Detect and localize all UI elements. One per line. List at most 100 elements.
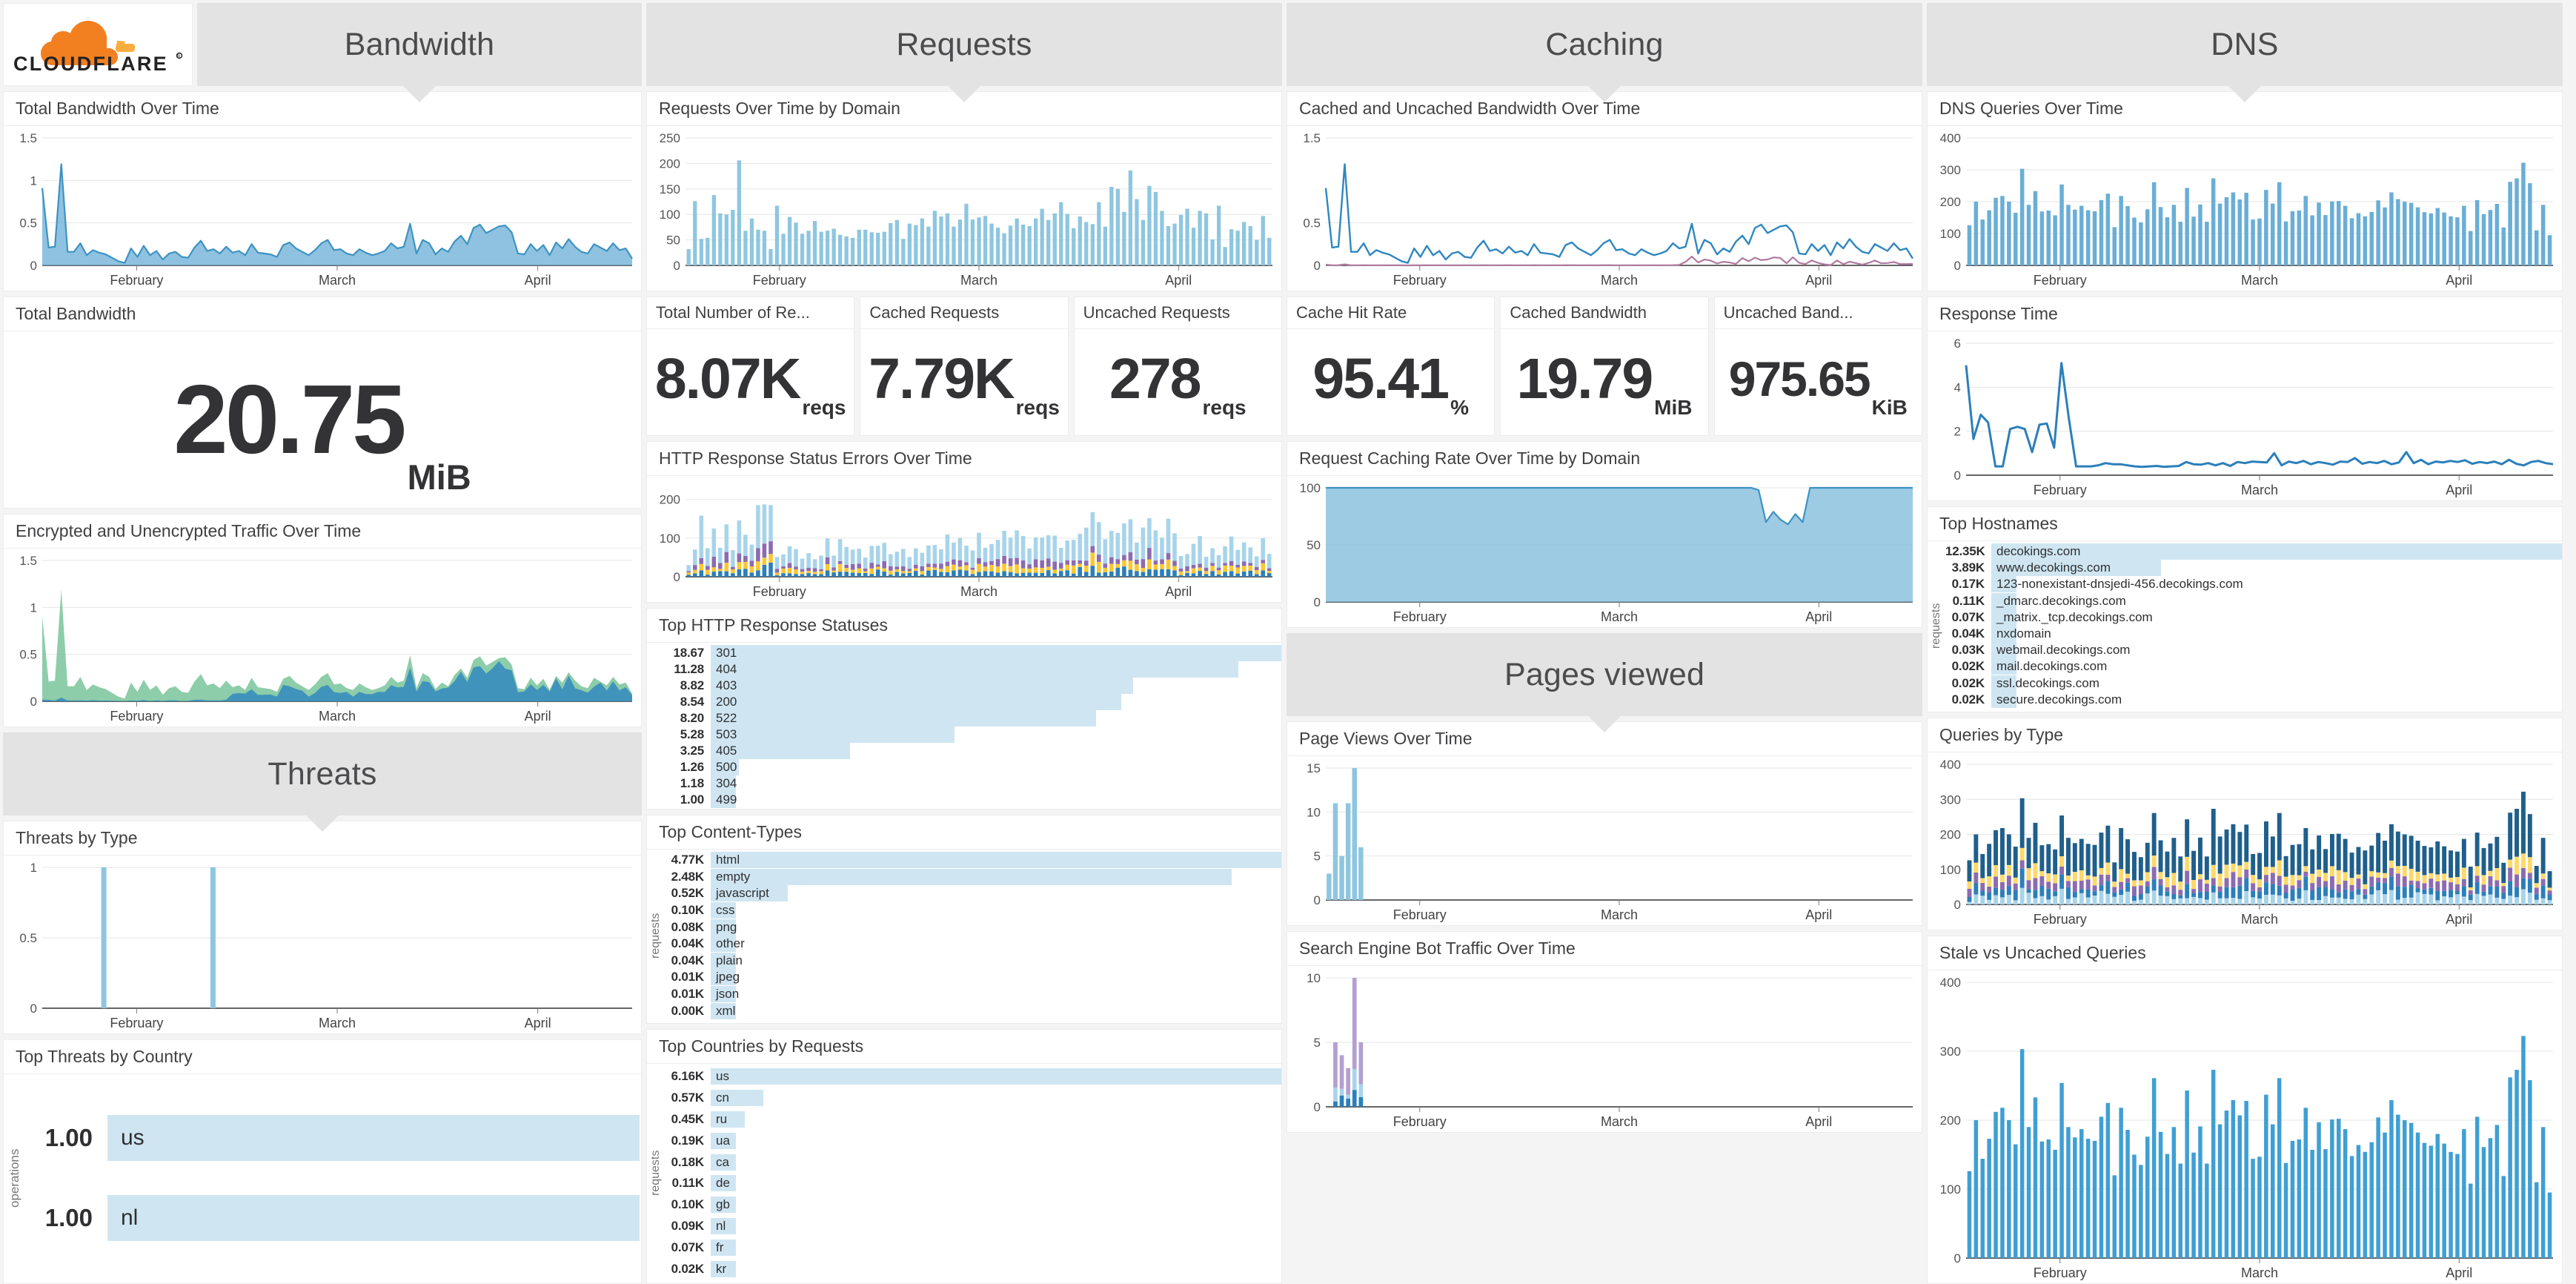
section-banner-requests[interactable]: Requests: [646, 3, 1282, 102]
list-item[interactable]: 0.10K css: [665, 902, 1281, 919]
rank-value: 0.07K: [671, 1240, 705, 1254]
list-item[interactable]: 18.67 301: [665, 645, 1281, 661]
list-item[interactable]: 0.02K secure.decokings.com: [1945, 691, 2562, 708]
section-banner-pages-viewed[interactable]: Pages viewed: [1287, 633, 1922, 732]
list-item[interactable]: 11.28 404: [665, 661, 1281, 678]
panel-top-http-statuses: Top HTTP Response Statuses . 18.6730111.…: [646, 608, 1282, 810]
list-item[interactable]: 8.54 200: [665, 694, 1281, 710]
list-item[interactable]: 0.02K kr: [665, 1260, 1281, 1277]
rank-bar: us: [107, 1115, 640, 1162]
rank-bar: _matrix._tcp.decokings.com: [1991, 609, 2153, 626]
list-item[interactable]: 8.82 403: [665, 678, 1281, 694]
rank-label: other: [716, 936, 745, 951]
svg-text:April: April: [1805, 609, 1832, 624]
rank-label: empty: [716, 869, 751, 884]
list-item[interactable]: 0.07K fr: [665, 1239, 1281, 1256]
list-item[interactable]: 0.03K webmail.decokings.com: [1945, 642, 2562, 659]
list-item[interactable]: 0.04K plain: [665, 952, 1281, 969]
svg-text:R: R: [177, 55, 181, 59]
list-item[interactable]: 0.17K 123-nonexistant-dnsjedi-456.decokin…: [1945, 576, 2562, 593]
svg-text:200: 200: [1940, 1113, 1961, 1128]
list-item[interactable]: 1.00 us: [26, 1115, 641, 1162]
rank-label: 304: [716, 776, 737, 790]
panel-title: Encrypted and Unencrypted Traffic Over T…: [4, 514, 641, 549]
list-item[interactable]: 0.04K nxdomain: [1945, 626, 2562, 643]
rank-bar: nl: [711, 1217, 736, 1234]
list-item[interactable]: 1.26 500: [665, 759, 1281, 775]
list-item[interactable]: 0.01K json: [665, 986, 1281, 1003]
kpi-value: 19.79: [1516, 346, 1653, 411]
list-item[interactable]: 0.52K javascript: [665, 885, 1281, 902]
panel-title: Total Bandwidth: [4, 297, 641, 331]
list-item[interactable]: 0.08K png: [665, 919, 1281, 936]
rank-bar: png: [711, 919, 737, 936]
list-item[interactable]: 3.25 405: [665, 743, 1281, 759]
svg-text:March: March: [960, 584, 997, 599]
section-banner-bandwidth[interactable]: Bandwidth: [197, 3, 642, 102]
rank-value: 0.17K: [1951, 577, 1985, 592]
list-item[interactable]: 6.16K us: [665, 1068, 1281, 1085]
svg-text:CLOUDFLARE: CLOUDFLARE: [13, 53, 168, 75]
rank-value: 11.28: [674, 662, 704, 676]
section-banner-dns[interactable]: DNS: [1927, 3, 2563, 102]
list-item[interactable]: 0.18K ca: [665, 1154, 1281, 1171]
svg-text:0: 0: [1314, 1100, 1321, 1114]
kpi-cached-bandwidth: Cached Bandwidth 19.79 MiB: [1500, 297, 1709, 436]
section-banner-caching[interactable]: Caching: [1287, 3, 1922, 102]
rank-value: 8.20: [680, 711, 704, 725]
list-item[interactable]: 0.00K xml: [665, 1002, 1281, 1019]
list-item[interactable]: 0.11K _dmarc.decokings.com: [1945, 592, 2562, 609]
rank-label: kr: [716, 1261, 727, 1276]
rank-label: 522: [716, 711, 737, 725]
rank-value: 0.04K: [671, 936, 705, 951]
list-item[interactable]: 12.35K decokings.com: [1945, 543, 2562, 560]
list-item[interactable]: 0.02K mail.decokings.com: [1945, 658, 2562, 675]
svg-text:100: 100: [1940, 1182, 1961, 1197]
panel-title: Search Engine Bot Traffic Over Time: [1287, 932, 1922, 966]
list-item[interactable]: 8.20 522: [665, 710, 1281, 727]
section-title-dns: DNS: [2211, 26, 2279, 62]
list-item[interactable]: 1.18 304: [665, 775, 1281, 792]
list-item[interactable]: 0.11K de: [665, 1175, 1281, 1192]
rank-value: 0.18K: [671, 1154, 705, 1169]
rank-value: 0.10K: [671, 1197, 705, 1212]
list-item[interactable]: 0.04K other: [665, 936, 1281, 953]
rank-label: html: [716, 853, 740, 867]
rank-bar: ru: [711, 1111, 746, 1128]
panel-title: Total Bandwidth Over Time: [4, 92, 641, 126]
rank-label: _matrix._tcp.decokings.com: [1996, 609, 2153, 624]
svg-text:10: 10: [1307, 971, 1321, 985]
panel-dns-queries-over-time: DNS Queries Over Time 0 100 200 300 400 Febru…: [1927, 91, 2563, 291]
section-banner-threats[interactable]: Threats: [3, 732, 642, 832]
list-item[interactable]: 0.10K gb: [665, 1197, 1281, 1214]
kpi-cached-requests: Cached Requests 7.79K reqs: [860, 297, 1069, 436]
rank-value: 3.25: [680, 744, 704, 758]
list-item[interactable]: 1.00 nl: [26, 1194, 641, 1241]
list-item[interactable]: 4.77K html: [665, 852, 1281, 869]
svg-text:400: 400: [1940, 976, 1961, 990]
list-item[interactable]: 2.48K empty: [665, 868, 1281, 885]
list-item[interactable]: 0.01K jpeg: [665, 969, 1281, 986]
rank-value: 0.11K: [671, 1176, 705, 1191]
list-item[interactable]: 0.02K ssl.decokings.com: [1945, 675, 2562, 692]
panel-title: Requests Over Time by Domain: [647, 92, 1281, 126]
rank-label: xml: [716, 1003, 736, 1018]
list-item[interactable]: 0.19K ua: [665, 1132, 1281, 1149]
list-item[interactable]: 0.07K _matrix._tcp.decokings.com: [1945, 609, 2562, 626]
svg-text:0: 0: [1954, 1251, 1961, 1265]
list-item[interactable]: 1.00 499: [665, 792, 1281, 808]
list-item[interactable]: 0.45K ru: [665, 1111, 1281, 1128]
list-item[interactable]: 0.57K cn: [665, 1090, 1281, 1107]
list-item[interactable]: 0.09K nl: [665, 1217, 1281, 1234]
list-item[interactable]: 5.28 503: [665, 727, 1281, 743]
panel-title: Stale vs Uncached Queries: [1928, 936, 2562, 970]
svg-text:2: 2: [1954, 425, 1961, 439]
list-item[interactable]: 3.89K www.decokings.com: [1945, 560, 2562, 577]
rank-label: nl: [121, 1205, 139, 1230]
kpi-label: Cached Requests: [860, 297, 1068, 329]
rank-label: 500: [716, 760, 737, 774]
kpi-label: Uncached Band...: [1714, 297, 1922, 329]
svg-text:100: 100: [1940, 227, 1961, 241]
svg-text:300: 300: [1940, 792, 1961, 807]
svg-text:4: 4: [1954, 380, 1961, 394]
